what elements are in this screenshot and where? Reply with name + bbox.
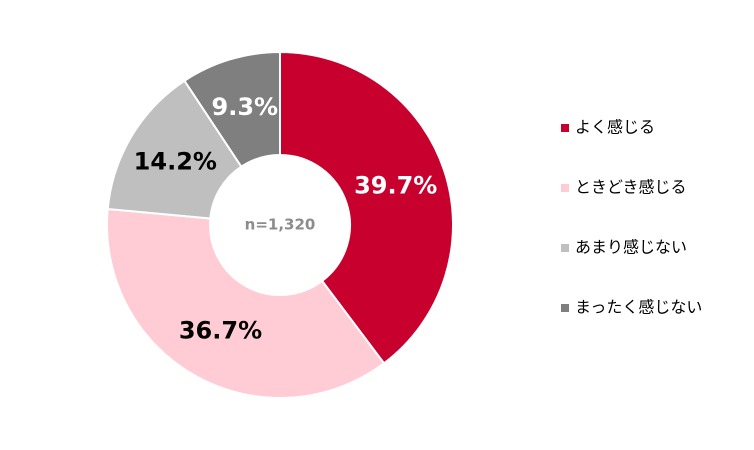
legend-label: まったく感じない [575,298,702,317]
data-label: 39.7% [354,171,437,199]
legend-swatch [561,184,569,192]
donut-segment [183,50,281,169]
legend-label: ときどき感じる [575,178,687,197]
data-label: 14.2% [134,147,217,175]
legend-swatch [561,244,569,252]
data-label: 9.3% [212,93,279,121]
legend-swatch [561,124,569,132]
legend-label: よく感じる [575,118,655,137]
donut-segment [106,207,386,399]
donut-segment [106,79,243,220]
legend-swatch [561,304,569,312]
legend-label: あまり感じない [575,238,687,257]
donut-segment [279,50,454,365]
sample-size: n=1,320 [245,216,316,234]
data-label: 36.7% [179,317,262,345]
